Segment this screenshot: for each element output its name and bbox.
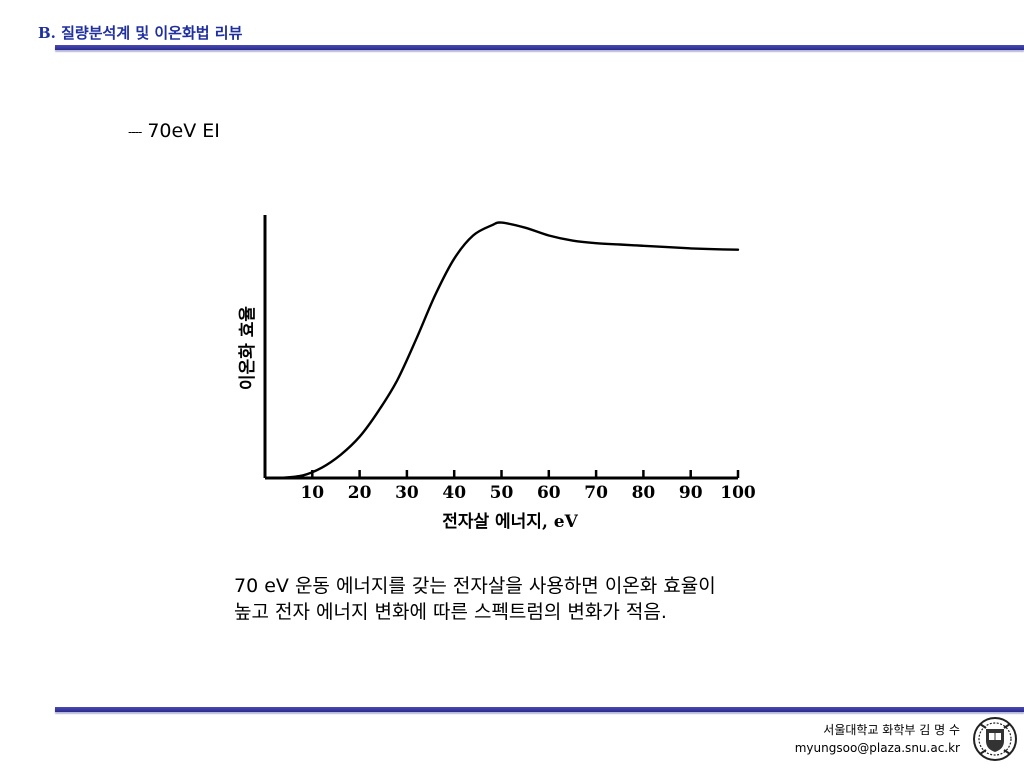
header-divider [55,45,1024,50]
x-tick-label: 40 [442,483,466,503]
bullet-dash: ---- [128,124,142,139]
footer-divider [55,707,1024,712]
footer: 서울대학교 화학부 김 명 수 myungsoo@plaza.snu.ac.kr [795,721,960,757]
x-tick-label: 80 [632,483,656,503]
footer-affiliation: 서울대학교 화학부 김 명 수 [823,723,960,737]
subheading-text: 70eV EI [147,120,220,142]
x-tick-label: 30 [395,483,419,503]
x-tick-label: 20 [348,483,372,503]
x-tick-label: 50 [490,483,514,503]
subheading: ---- 70eV EI [128,120,220,142]
x-tick-label: 60 [537,483,561,503]
ionization-efficiency-chart: 10 20 30 40 50 60 70 80 90 100 전자살 에너지, eV 이온화 효율 [238,215,756,532]
university-seal-icon [973,717,1017,761]
x-tick-label: 70 [584,483,608,503]
chart-ticks: 10 20 30 40 50 60 70 80 90 100 [300,470,756,503]
x-tick-label: 10 [300,483,324,503]
caption-line-2: 높고 전자 에너지 변화에 따른 스펙트럼의 변화가 적음. [234,601,667,623]
x-tick-label: 90 [679,483,703,503]
y-axis-label: 이온화 효율 [238,306,258,390]
series-line [278,221,740,480]
caption: 70 eV 운동 에너지를 갖는 전자살을 사용하면 이온화 효율이 높고 전자… [234,573,716,625]
x-axis-label: 전자살 에너지, eV [442,512,578,532]
chart-axes [263,215,738,480]
caption-line-1: 70 eV 운동 에너지를 갖는 전자살을 사용하면 이온화 효율이 [234,575,716,597]
footer-email: myungsoo@plaza.snu.ac.kr [794,741,960,755]
page-title: B. 질량분석계 및 이온화법 리뷰 [38,24,243,42]
x-tick-label: 100 [720,483,756,503]
